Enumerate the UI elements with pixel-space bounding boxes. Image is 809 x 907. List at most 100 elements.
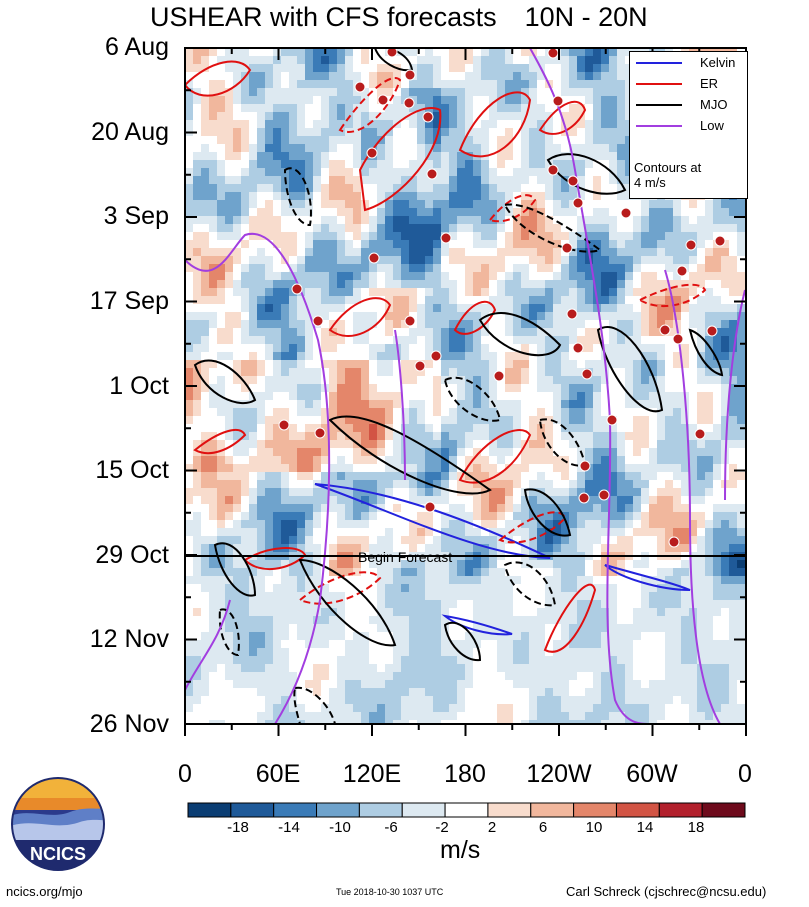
heatmap-cell xyxy=(217,480,226,489)
heatmap-cell xyxy=(209,456,218,465)
heatmap-cell xyxy=(401,328,410,337)
heatmap-cell xyxy=(601,384,610,393)
heatmap-cell xyxy=(585,152,594,161)
heatmap-cell xyxy=(273,384,282,393)
heatmap-cell xyxy=(689,376,698,385)
heatmap-cell xyxy=(409,480,418,489)
heatmap-cell xyxy=(553,264,562,273)
heatmap-cell xyxy=(737,520,746,529)
heatmap-cell xyxy=(345,384,354,393)
heatmap-cell xyxy=(401,144,410,153)
heatmap-cell xyxy=(233,136,242,145)
heatmap-cell xyxy=(425,56,434,65)
heatmap-cell xyxy=(345,424,354,433)
heatmap-cell xyxy=(305,88,314,97)
heatmap-cell xyxy=(609,560,618,569)
heatmap-cell xyxy=(329,48,338,57)
heatmap-cell xyxy=(361,272,370,281)
heatmap-cell xyxy=(401,320,410,329)
heatmap-cell xyxy=(385,264,394,273)
heatmap-cell xyxy=(585,376,594,385)
heatmap-cell xyxy=(713,472,722,481)
heatmap-cell xyxy=(729,384,738,393)
heatmap-cell xyxy=(601,576,610,585)
heatmap-cell xyxy=(473,416,482,425)
heatmap-cell xyxy=(577,480,586,489)
heatmap-cell xyxy=(465,392,474,401)
heatmap-cell xyxy=(577,304,586,313)
heatmap-cell xyxy=(513,472,522,481)
heatmap-cell xyxy=(249,96,258,105)
heatmap-cell xyxy=(433,456,442,465)
heatmap-cell xyxy=(265,528,274,537)
heatmap-cell xyxy=(185,544,194,553)
heatmap-cell xyxy=(217,512,226,521)
heatmap-cell xyxy=(705,464,714,473)
heatmap-cell xyxy=(505,328,514,337)
heatmap-cell xyxy=(457,64,466,73)
heatmap-cell xyxy=(209,488,218,497)
heatmap-cell xyxy=(473,384,482,393)
heatmap-cell xyxy=(337,384,346,393)
heatmap-cell xyxy=(369,440,378,449)
heatmap-cell xyxy=(705,232,714,241)
heatmap-cell xyxy=(641,368,650,377)
heatmap-cell xyxy=(473,288,482,297)
heatmap-cell xyxy=(193,464,202,473)
heatmap-cell xyxy=(257,296,266,305)
heatmap-cell xyxy=(361,400,370,409)
heatmap-cell xyxy=(457,504,466,513)
heatmap-cell xyxy=(273,288,282,297)
heatmap-cell xyxy=(281,280,290,289)
heatmap-cell xyxy=(529,192,538,201)
heatmap-cell xyxy=(473,176,482,185)
heatmap-cell xyxy=(521,152,530,161)
heatmap-cell xyxy=(585,544,594,553)
heatmap-cell xyxy=(409,56,418,65)
heatmap-cell xyxy=(489,56,498,65)
heatmap-cell xyxy=(585,496,594,505)
heatmap-cell xyxy=(729,568,738,577)
heatmap-cell xyxy=(201,72,210,81)
heatmap-cell xyxy=(561,472,570,481)
heatmap-cell xyxy=(513,144,522,153)
heatmap-cell xyxy=(673,512,682,521)
heatmap-cell xyxy=(585,416,594,425)
heatmap-cell xyxy=(625,336,634,345)
heatmap-cell xyxy=(457,440,466,449)
heatmap-cell xyxy=(337,608,346,617)
heatmap-cell xyxy=(561,536,570,545)
heatmap-cell xyxy=(321,288,330,297)
heatmap-cell xyxy=(457,160,466,169)
heatmap-cell xyxy=(529,104,538,113)
heatmap-cell xyxy=(313,232,322,241)
heatmap-cell xyxy=(377,600,386,609)
heatmap-cell xyxy=(313,504,322,513)
heatmap-cell xyxy=(529,288,538,297)
heatmap-cell xyxy=(497,296,506,305)
heatmap-cell xyxy=(385,224,394,233)
heatmap-cell xyxy=(313,256,322,265)
heatmap-cell xyxy=(409,424,418,433)
heatmap-cell xyxy=(649,576,658,585)
heatmap-cell xyxy=(449,88,458,97)
heatmap-cell xyxy=(265,520,274,529)
heatmap-cell xyxy=(513,136,522,145)
heatmap-cell xyxy=(489,72,498,81)
heatmap-cell xyxy=(481,88,490,97)
heatmap-cell xyxy=(473,184,482,193)
heatmap-cell xyxy=(281,576,290,585)
heatmap-cell xyxy=(337,200,346,209)
heatmap-cell xyxy=(249,352,258,361)
heatmap-cell xyxy=(673,296,682,305)
heatmap-cell xyxy=(585,280,594,289)
heatmap-cell xyxy=(185,112,194,121)
heatmap-cell xyxy=(185,464,194,473)
heatmap-cell xyxy=(193,96,202,105)
heatmap-cell xyxy=(545,352,554,361)
heatmap-cell xyxy=(345,248,354,257)
heatmap-cell xyxy=(561,184,570,193)
heatmap-cell xyxy=(489,152,498,161)
heatmap-cell xyxy=(393,400,402,409)
heatmap-cell xyxy=(441,264,450,273)
